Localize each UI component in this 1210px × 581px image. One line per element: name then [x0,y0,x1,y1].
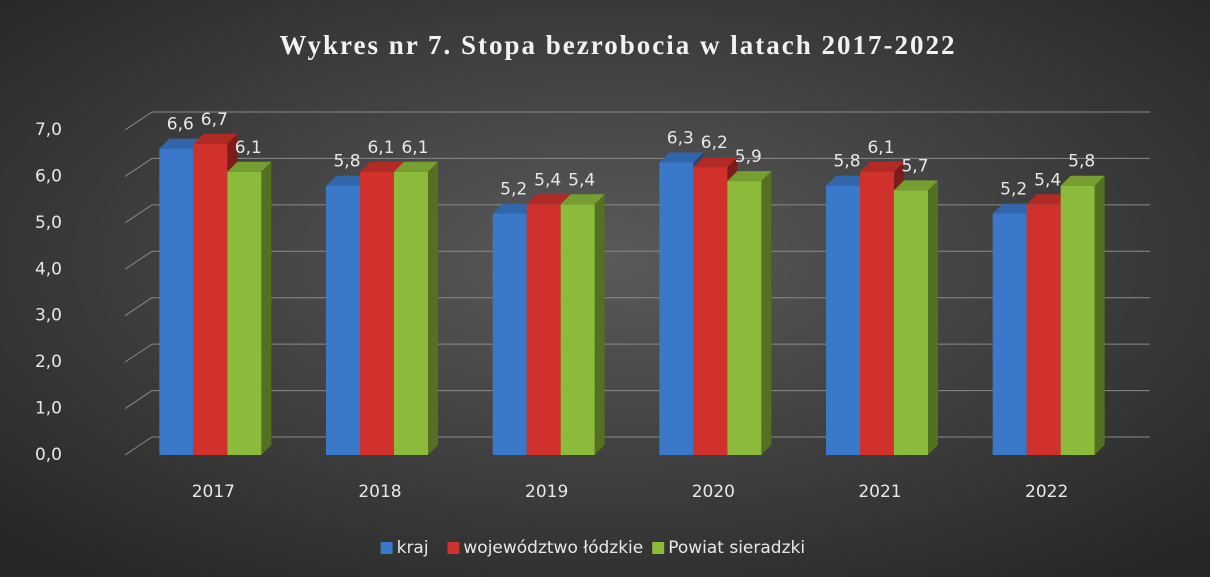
x-tick-label: 2018 [358,482,401,502]
bar-top [227,161,272,172]
y-tick-label: 5,0 [35,213,62,233]
bar [394,171,428,456]
bar [659,162,694,455]
bar-top [492,203,537,214]
x-tick-label: 2021 [858,482,901,502]
y-tick-label: 3,0 [35,306,62,326]
grid-line-depth [124,158,153,177]
legend-swatch [447,542,460,554]
bar [492,213,527,455]
bar [526,204,561,455]
data-label: 5,8 [833,152,860,172]
bar [693,167,728,455]
bar [826,185,860,455]
bar-top [193,133,238,144]
bar-side [594,194,605,456]
data-label: 6,1 [867,138,894,158]
bar [560,204,595,455]
bar-top [159,138,204,149]
data-label: 6,1 [401,138,428,158]
x-tick-label: 2020 [692,482,735,502]
legend-label: województwo łódzkie [463,538,643,558]
bar [159,148,194,456]
grid-line-depth [124,390,153,409]
grid-line-depth [124,250,153,270]
bar-top [1026,194,1071,205]
data-label: 5,8 [1068,152,1095,172]
bar-top [560,194,605,205]
data-label: 6,3 [667,129,694,149]
data-label: 5,4 [1034,170,1061,190]
bar-top [693,157,738,168]
bar-top [394,161,438,172]
bar [1060,185,1095,455]
bar-top [526,194,571,205]
x-tick-label: 2019 [525,482,568,502]
data-label: 6,1 [235,138,262,158]
grid-line-depth [124,204,153,224]
bar-top [727,171,772,182]
legend-label: Powiat sieradzki [668,538,805,558]
data-label: 6,6 [167,115,194,135]
x-tick-label: 2017 [192,482,235,502]
bar-top [860,161,904,172]
data-label: 5,4 [568,170,595,190]
data-label: 6,1 [367,138,394,158]
bar-top [659,152,704,163]
data-label: 5,9 [735,147,762,167]
bar-side [928,180,938,455]
data-label: 6,7 [201,110,228,130]
grid-line-depth [124,111,153,131]
bar-top [326,175,370,186]
bar [193,143,228,455]
y-tick-label: 2,0 [35,352,62,372]
grid-line-depth [124,343,153,363]
data-label: 5,8 [333,152,360,172]
bar [360,171,394,456]
data-label: 6,2 [701,133,728,153]
y-tick-label: 1,0 [35,399,62,419]
y-tick-label: 7,0 [35,120,62,140]
bar-side [261,161,272,456]
chart-title: Wykres nr 7. Stopa bezrobocia w latach 2… [279,30,956,60]
grid-line-depth [124,297,153,317]
legend-swatch [380,542,393,554]
bar-side [761,171,772,456]
bar [326,185,360,455]
data-label: 5,4 [534,170,561,190]
bar [1026,204,1061,455]
bar-side [428,161,438,456]
bar-top [894,180,938,191]
bar-top [992,203,1037,214]
bar [860,171,894,456]
data-label: 5,7 [901,156,928,176]
y-tick-label: 6,0 [35,166,62,186]
bar-side [1094,175,1105,455]
bar [992,213,1027,455]
data-label: 5,2 [1000,180,1027,200]
legend-swatch [652,542,665,554]
y-tick-label: 4,0 [35,259,62,279]
bar-top [826,175,870,186]
bar [894,190,928,455]
bar [227,171,262,456]
bar [727,181,762,456]
grid-line-depth [124,436,153,456]
x-tick-label: 2022 [1025,482,1068,502]
y-tick-label: 0,0 [35,445,62,465]
bar-top [360,161,404,172]
bar-top [1060,175,1105,186]
legend-label: kraj [397,538,429,558]
data-label: 5,2 [500,180,527,200]
